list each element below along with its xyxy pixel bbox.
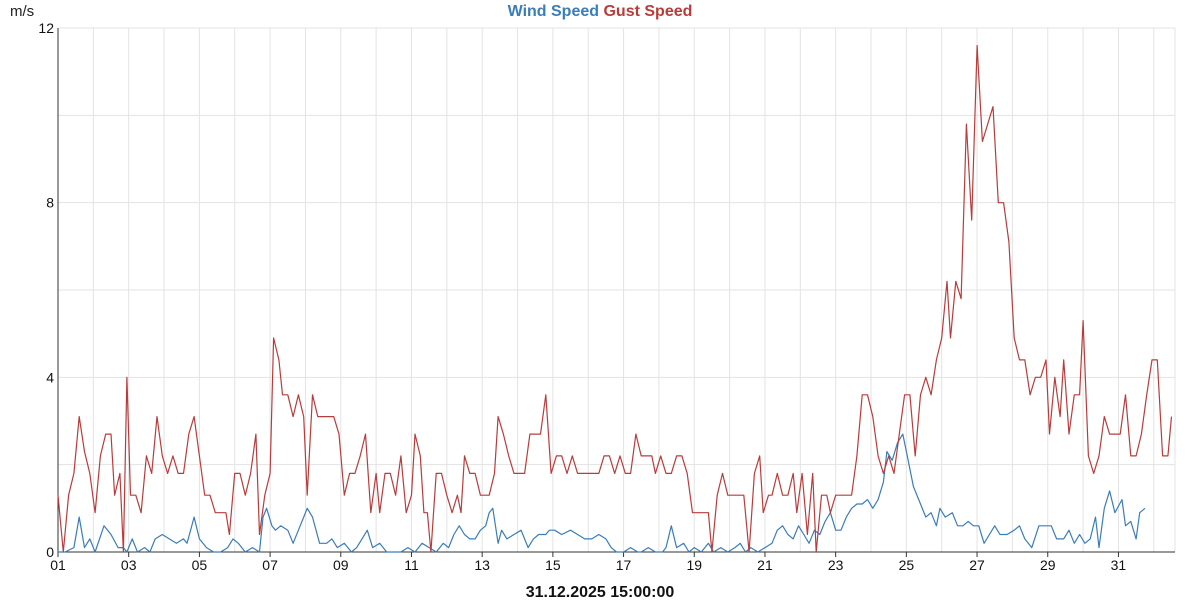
grid (57, 27, 1176, 553)
x-tick-label: 09 (333, 557, 349, 573)
axes (57, 28, 1175, 557)
legend-gust-speed[interactable]: Gust Speed (603, 3, 693, 20)
x-tick-label: 23 (828, 557, 844, 573)
y-axis-unit: m/s (10, 3, 35, 20)
x-tick-label: 11 (404, 557, 419, 573)
x-tick-label: 29 (1040, 557, 1056, 573)
legend: Wind Speed Gust Speed (0, 3, 1200, 21)
y-tick-label: 12 (38, 20, 54, 36)
x-tick-label: 31 (1111, 557, 1127, 573)
x-tick-label: 21 (757, 557, 773, 573)
x-tick-label: 01 (50, 557, 66, 573)
x-tick-label: 05 (192, 557, 208, 573)
x-tick-label: 15 (545, 557, 561, 573)
chart-timestamp: 31.12.2025 15:00:00 (525, 584, 675, 601)
x-tick-label: 17 (616, 557, 632, 573)
x-tick-label: 13 (474, 557, 490, 573)
series-lines (57, 44, 1173, 553)
x-tick-label: 25 (899, 557, 915, 573)
tick-labels: 0 4 8 12 01 03 05 07 09 11 13 15 17 19 21 23 25 27 29 31 (38, 20, 1126, 573)
y-tick-label: 4 (46, 369, 54, 385)
x-tick-label: 19 (686, 557, 702, 573)
x-tick-label: 03 (121, 557, 137, 573)
y-tick-label: 0 (46, 544, 54, 560)
series-line-gust-speed (57, 44, 1173, 553)
x-tick-label: 07 (262, 557, 278, 573)
y-tick-label: 8 (46, 195, 54, 211)
series-line-wind-speed (58, 433, 1146, 553)
legend-wind-speed[interactable]: Wind Speed (507, 3, 600, 20)
x-tick-label: 27 (969, 557, 985, 573)
